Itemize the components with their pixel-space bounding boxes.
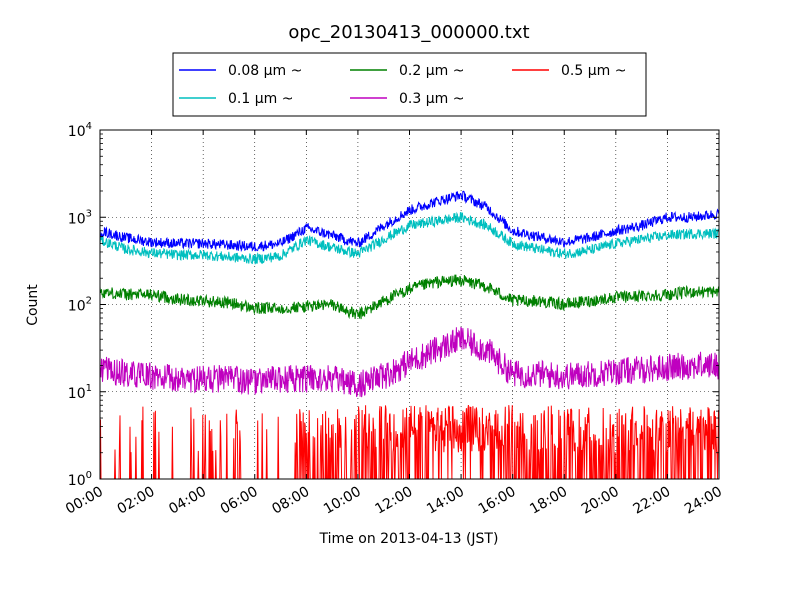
y-tick-label: 103 [68, 208, 92, 227]
x-tick-label: 24:00 [682, 484, 725, 518]
legend: 0.08 μm ~ 0.1 μm ~ 0.2 μm ~ 0.3 μm ~ 0.5 μm … [172, 52, 647, 117]
legend-label-1: 0.08 μm ~ [228, 63, 302, 79]
legend-label-2: 0.1 μm ~ [228, 91, 293, 107]
legend-label-5: 0.5 μm ~ [561, 63, 626, 79]
x-tick-label: 18:00 [527, 484, 570, 518]
x-tick-label: 06:00 [218, 484, 261, 518]
y-tick-label: 101 [68, 383, 92, 402]
y-tick-label: 102 [68, 296, 92, 315]
series-line-1 [99, 190, 720, 253]
x-tick-label: 20:00 [579, 484, 622, 518]
chart-title: opc_20130413_000000.txt [288, 22, 529, 43]
x-tick-label: 16:00 [476, 484, 519, 518]
x-tick-label: 08:00 [269, 484, 312, 518]
legend-label-3: 0.2 μm ~ [399, 63, 464, 79]
x-tick-label: 02:00 [115, 484, 158, 518]
series-line-4 [99, 326, 720, 398]
x-axis-label: Time on 2013-04-13 (JST) [319, 531, 499, 547]
y-tick-label: 104 [68, 121, 92, 140]
legend-box [172, 52, 647, 117]
legend-label-4: 0.3 μm ~ [399, 91, 464, 107]
series-line-2 [99, 211, 720, 265]
y-axis-label: Count [25, 284, 41, 326]
x-tick-label: 12:00 [373, 484, 416, 518]
series-line-3 [99, 274, 720, 320]
x-tick-label: 04:00 [166, 484, 209, 518]
x-tick-label: 10:00 [321, 484, 364, 518]
x-tick-label: 22:00 [630, 484, 673, 518]
x-tick-label: 14:00 [424, 484, 467, 518]
y-tick-label: 100 [68, 470, 92, 489]
y-axis: 100 101 102 103 104 [68, 121, 719, 489]
